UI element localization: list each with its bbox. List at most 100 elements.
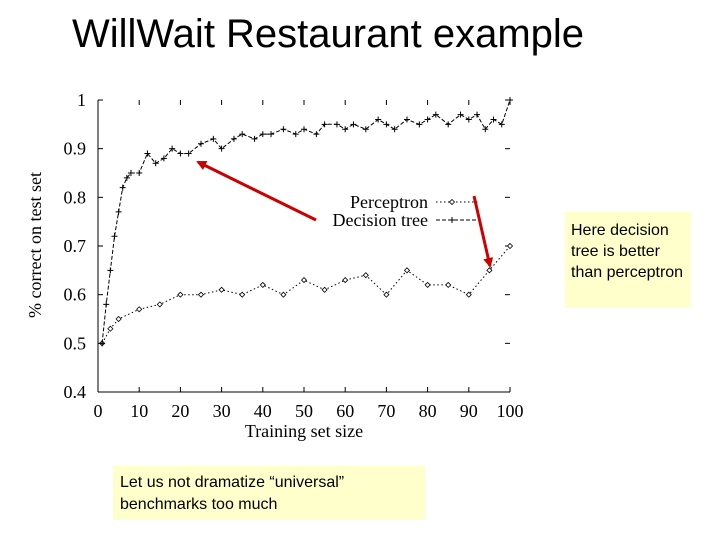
perceptron-point bbox=[156, 301, 163, 308]
y-tick-label: 0.6 bbox=[64, 285, 87, 305]
decision-tree-point bbox=[333, 121, 340, 128]
decision-tree-point bbox=[259, 131, 266, 138]
arrow-to-perceptron bbox=[472, 195, 494, 268]
decision-tree-point bbox=[301, 126, 307, 133]
perceptron-point bbox=[239, 291, 246, 298]
decision-tree-point bbox=[465, 116, 472, 123]
y-tick-label: 0.4 bbox=[64, 382, 87, 402]
decision-tree-point bbox=[268, 131, 275, 138]
x-tick-label: 90 bbox=[460, 401, 478, 421]
decision-tree-point bbox=[111, 233, 118, 240]
decision-tree-point bbox=[136, 170, 143, 176]
decision-tree-point bbox=[424, 116, 431, 123]
decision-tree-point bbox=[99, 340, 106, 347]
x-tick-label: 100 bbox=[497, 401, 524, 421]
decision-tree-point bbox=[210, 135, 217, 142]
decision-tree-point bbox=[251, 135, 258, 142]
decision-tree-point bbox=[103, 301, 110, 308]
decision-tree-point bbox=[177, 150, 184, 157]
decision-tree-point bbox=[115, 208, 122, 215]
decision-tree-point bbox=[144, 150, 151, 157]
decision-tree-point bbox=[457, 111, 464, 118]
decision-tree-point bbox=[280, 126, 287, 133]
perceptron-point bbox=[177, 291, 184, 298]
perceptron-point bbox=[486, 267, 493, 274]
decision-tree-point bbox=[482, 126, 489, 133]
perceptron-point bbox=[218, 286, 225, 293]
perceptron-point bbox=[115, 315, 122, 323]
perceptron-point bbox=[362, 272, 369, 279]
decision-tree-point bbox=[445, 121, 452, 128]
x-axis-label: Training set size bbox=[245, 421, 363, 441]
perceptron-point bbox=[280, 291, 287, 298]
decision-tree-point bbox=[169, 145, 176, 152]
decision-tree-point bbox=[127, 170, 134, 176]
annotation-bottom-note: Let us not dramatize “universal” benchma… bbox=[113, 466, 425, 520]
decision-tree-point bbox=[123, 174, 130, 181]
perceptron-point bbox=[383, 291, 390, 298]
legend-label-perceptron: Perceptron bbox=[350, 192, 428, 212]
x-tick-label: 10 bbox=[130, 401, 148, 421]
x-tick-label: 50 bbox=[295, 401, 313, 421]
legend-marker-perceptron bbox=[448, 198, 456, 206]
decision-tree-point bbox=[160, 155, 167, 162]
perceptron-point bbox=[321, 286, 328, 293]
y-tick-label: 0.9 bbox=[64, 139, 87, 159]
legend-label-decision-tree: Decision tree bbox=[333, 210, 428, 230]
decision-tree-point bbox=[362, 126, 369, 133]
decision-tree-point bbox=[498, 121, 505, 128]
x-tick-label: 0 bbox=[94, 401, 103, 421]
decision-tree-point bbox=[218, 145, 225, 152]
decision-tree-point bbox=[230, 135, 237, 142]
decision-tree-point bbox=[119, 184, 126, 191]
decision-tree-point bbox=[391, 126, 398, 133]
annotation-right-note: Here decision tree is better than percep… bbox=[565, 212, 691, 308]
y-axis-label: % correct on test set bbox=[25, 172, 45, 318]
decision-tree-point bbox=[321, 121, 328, 128]
perceptron-point bbox=[136, 306, 143, 313]
x-tick-label: 30 bbox=[213, 401, 231, 421]
slide-title: WillWait Restaurant example bbox=[72, 12, 585, 56]
decision-tree-point bbox=[416, 121, 423, 128]
decision-tree-point bbox=[239, 131, 246, 138]
plot-axes: 0 10 20 30 40 50 60 70 80 90 100 0.4 0.5 0.6 0.7 0.8 0.9… bbox=[64, 90, 524, 421]
x-tick-label: 60 bbox=[336, 401, 354, 421]
perceptron-line bbox=[101, 245, 511, 344]
plot-series bbox=[99, 97, 514, 347]
decision-tree-point bbox=[313, 131, 320, 138]
perceptron-point bbox=[445, 281, 452, 288]
decision-tree-point bbox=[474, 111, 481, 118]
perceptron-point bbox=[197, 291, 205, 298]
y-tick-label: 1 bbox=[77, 90, 86, 110]
decision-tree-point bbox=[507, 97, 513, 103]
decision-tree-point bbox=[292, 131, 299, 138]
perceptron-point bbox=[465, 291, 472, 298]
decision-tree-point bbox=[432, 111, 439, 118]
x-tick-label: 40 bbox=[254, 401, 272, 421]
y-tick-label: 0.5 bbox=[64, 333, 87, 353]
perceptron-point bbox=[403, 267, 411, 274]
x-tick-label: 80 bbox=[419, 401, 437, 421]
perceptron-point bbox=[107, 325, 114, 332]
y-tick-label: 0.8 bbox=[64, 187, 87, 207]
decision-tree-point bbox=[185, 150, 192, 157]
legend-marker-decision-tree bbox=[449, 217, 455, 223]
decision-tree-line bbox=[101, 99, 511, 344]
perceptron-point bbox=[300, 277, 308, 284]
decision-tree-point bbox=[107, 267, 114, 274]
decision-tree-point bbox=[198, 140, 204, 147]
perceptron-point bbox=[506, 242, 514, 250]
perceptron-point bbox=[259, 281, 266, 288]
y-tick-label: 0.7 bbox=[64, 236, 87, 256]
arrow-to-decision-tree bbox=[196, 160, 317, 222]
x-tick-label: 70 bbox=[377, 401, 395, 421]
decision-tree-point bbox=[375, 116, 382, 123]
decision-tree-point bbox=[342, 126, 349, 133]
decision-tree-point bbox=[383, 121, 390, 128]
decision-tree-point bbox=[404, 116, 410, 123]
perceptron-point bbox=[424, 281, 431, 288]
decision-tree-point bbox=[152, 160, 159, 167]
perceptron-point bbox=[342, 277, 349, 284]
x-tick-label: 20 bbox=[171, 401, 189, 421]
